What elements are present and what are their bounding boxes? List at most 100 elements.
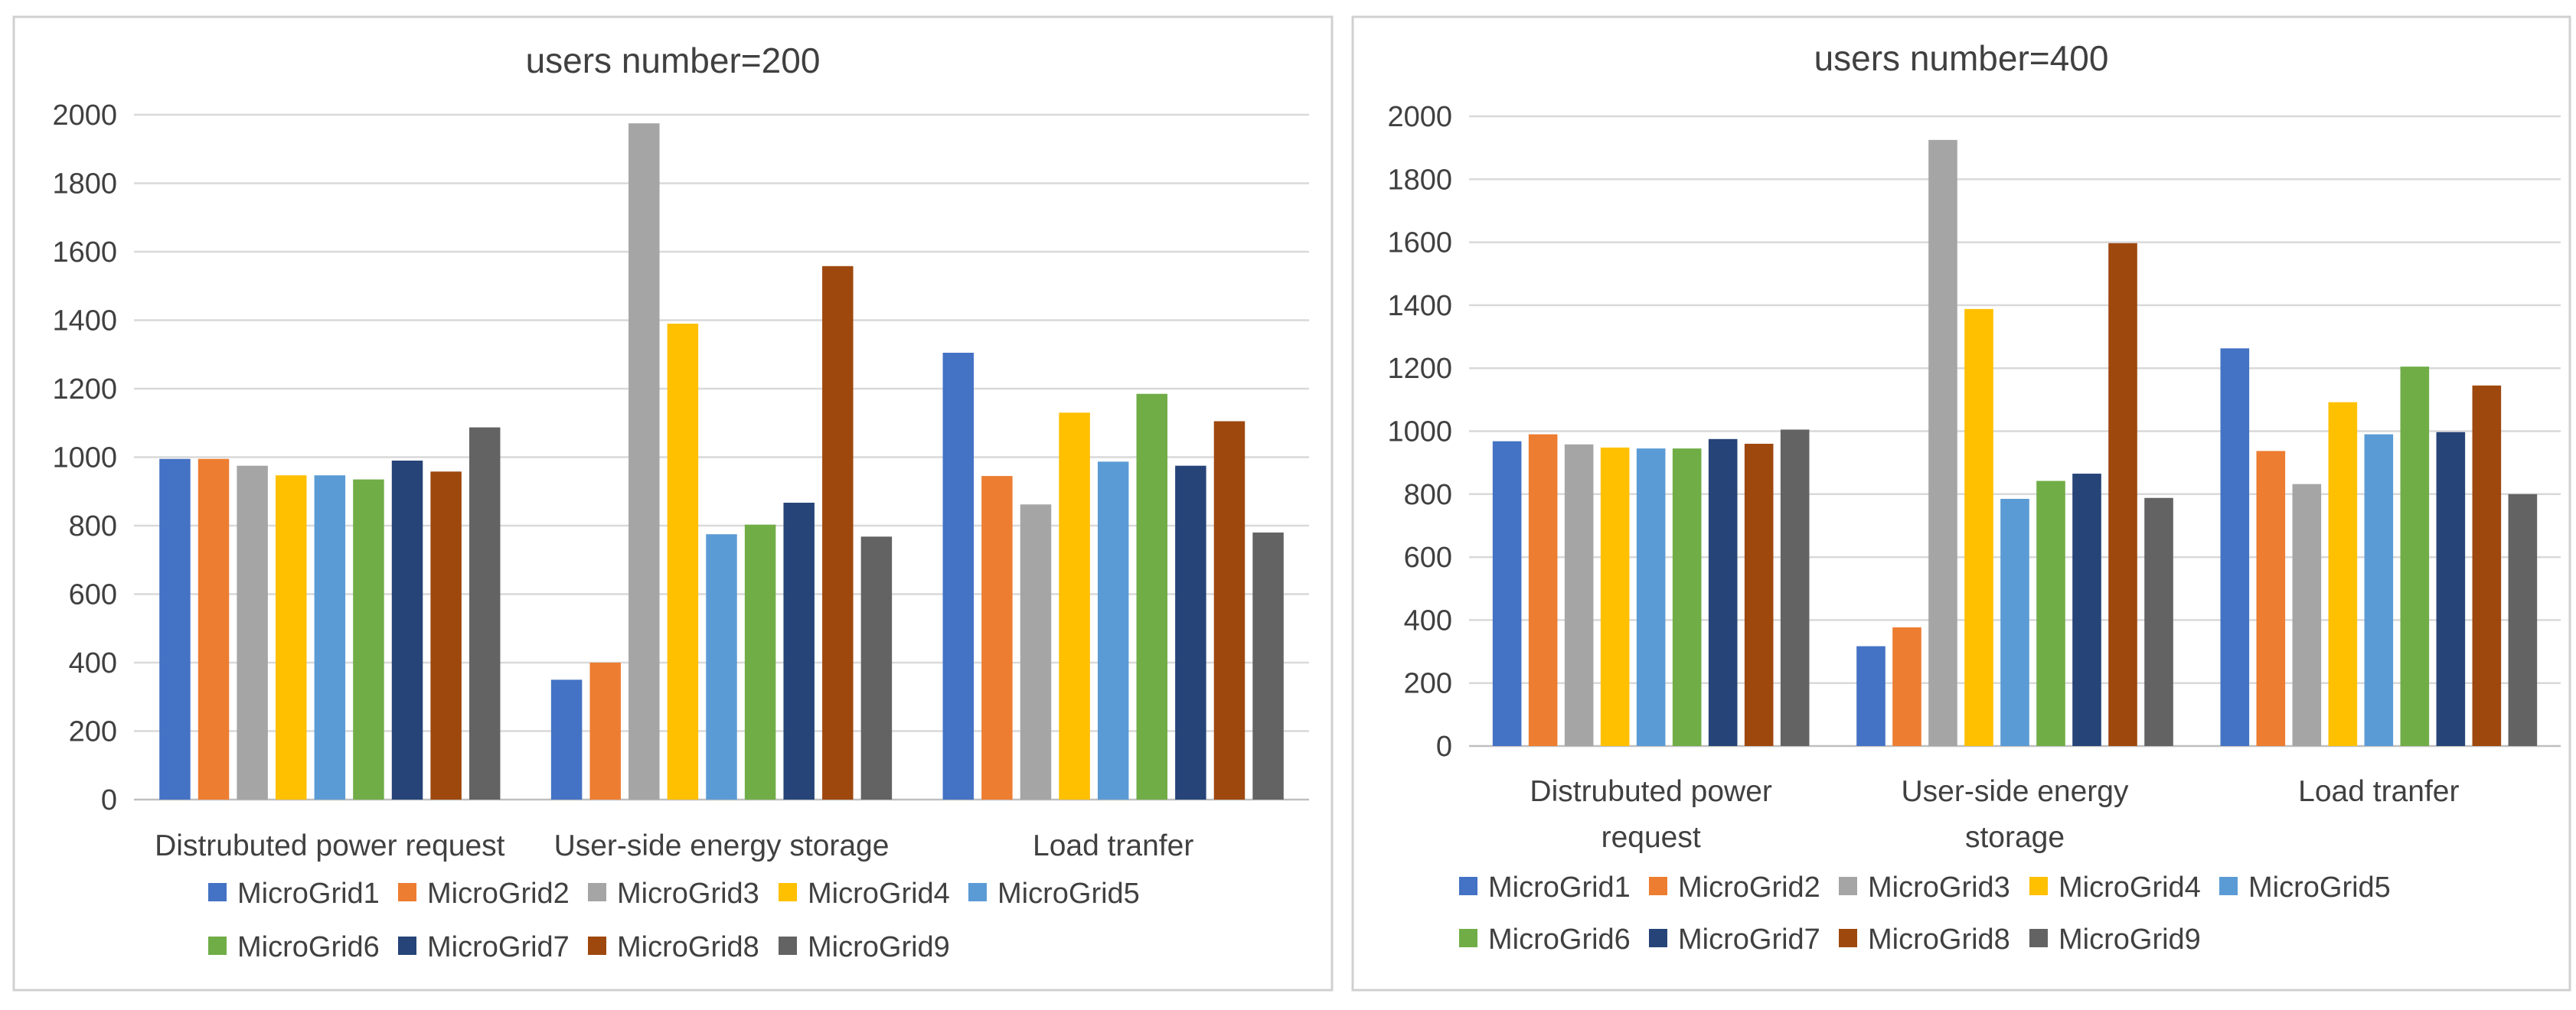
legend-item-microgrid5: MicroGrid5 xyxy=(968,878,1140,910)
bar-microgrid3-2 xyxy=(2292,484,2322,746)
bar-microgrid3-2 xyxy=(1020,504,1052,800)
bar-microgrid8-2 xyxy=(1213,421,1246,800)
y-tick-label: 1600 xyxy=(1387,227,1452,259)
legend-label: MicroGrid3 xyxy=(617,878,759,910)
legend-swatch xyxy=(1459,877,1477,895)
legend-swatch xyxy=(779,937,797,955)
bar-microgrid5-2 xyxy=(1097,461,1129,800)
legend-label: MicroGrid7 xyxy=(1678,924,1820,956)
legend-item-microgrid1: MicroGrid1 xyxy=(208,878,380,910)
bar-microgrid2-1 xyxy=(589,663,621,800)
bar-microgrid3-0 xyxy=(237,465,268,800)
legend-swatch xyxy=(1839,929,1857,947)
legend-swatch xyxy=(1459,929,1477,947)
legend-swatch xyxy=(1839,877,1857,895)
chart-users-200: users number=200 0 200 400 600 800 1000 1200 140… xyxy=(12,15,1334,992)
y-tick-label: 1800 xyxy=(1387,164,1452,196)
legend-label: MicroGrid1 xyxy=(1488,872,1631,904)
legend-label: MicroGrid8 xyxy=(1868,924,2010,956)
bar-microgrid4-0 xyxy=(275,475,307,800)
x-category-label: Distrubuted power request xyxy=(1530,775,1772,854)
legend-item-microgrid3: MicroGrid3 xyxy=(1839,872,2010,904)
y-tick-label: 600 xyxy=(1404,542,1452,574)
legend-item-microgrid3: MicroGrid3 xyxy=(588,878,759,910)
bar-microgrid3-1 xyxy=(628,123,660,800)
bar-microgrid7-0 xyxy=(391,460,423,800)
bar-microgrid5-0 xyxy=(314,475,346,800)
y-tick-label: 400 xyxy=(1404,604,1452,637)
legend-label: MicroGrid9 xyxy=(808,931,950,963)
bar-microgrid8-2 xyxy=(2472,385,2502,746)
y-tick-label: 2000 xyxy=(52,99,117,132)
legend-label: MicroGrid6 xyxy=(1488,924,1631,956)
legend-swatch xyxy=(1649,929,1667,947)
bar-microgrid8-0 xyxy=(430,471,462,800)
bar-microgrid9-2 xyxy=(1252,532,1284,800)
legend-label: MicroGrid5 xyxy=(2248,872,2391,904)
legend-label: MicroGrid5 xyxy=(997,878,1140,910)
y-tick-label: 2000 xyxy=(1387,101,1452,133)
legend-item-microgrid6: MicroGrid6 xyxy=(1459,924,1631,956)
x-category-label: Distrubuted power request xyxy=(155,829,505,862)
bar-microgrid7-1 xyxy=(783,503,815,800)
bar-microgrid7-2 xyxy=(1175,465,1206,800)
bar-microgrid4-2 xyxy=(1059,412,1090,800)
bar-microgrid1-2 xyxy=(2220,348,2250,746)
bar-microgrid9-0 xyxy=(1780,429,1810,746)
chart-users-400: users number=400 0 200 400 600 800 1000 1200 140… xyxy=(1351,15,2571,992)
bar-microgrid7-0 xyxy=(1708,438,1738,746)
legend-label: MicroGrid3 xyxy=(1868,872,2010,904)
legend-label: MicroGrid6 xyxy=(237,931,380,963)
legend-swatch xyxy=(208,937,227,955)
bar-microgrid5-2 xyxy=(2364,434,2394,746)
y-tick-label: 800 xyxy=(1404,479,1452,511)
y-tick-label: 1000 xyxy=(52,442,117,474)
y-tick-label: 1800 xyxy=(52,168,117,200)
bar-microgrid1-0 xyxy=(1492,441,1522,746)
legend-swatch xyxy=(968,883,987,901)
bar-microgrid5-1 xyxy=(2000,498,2029,746)
y-tick-label: 0 xyxy=(101,784,117,816)
legend-item-microgrid7: MicroGrid7 xyxy=(398,931,570,963)
legend-item-microgrid5: MicroGrid5 xyxy=(2219,872,2391,904)
bar-microgrid5-1 xyxy=(706,534,737,800)
bar-microgrid1-2 xyxy=(942,353,975,800)
bar-microgrid2-1 xyxy=(1892,627,1921,746)
bar-microgrid7-1 xyxy=(2072,474,2101,746)
legend-swatch xyxy=(2219,877,2238,895)
y-tick-label: 400 xyxy=(69,647,117,679)
legend-item-microgrid4: MicroGrid4 xyxy=(779,878,950,910)
legend-label: MicroGrid1 xyxy=(237,878,380,910)
legend-item-microgrid1: MicroGrid1 xyxy=(1459,872,1631,904)
legend-item-microgrid6: MicroGrid6 xyxy=(208,931,380,963)
bar-microgrid2-0 xyxy=(198,458,230,800)
y-tick-label: 1600 xyxy=(52,236,117,269)
legend-item-microgrid8: MicroGrid8 xyxy=(588,931,759,963)
x-category-label: Load tranfer xyxy=(2298,775,2459,808)
bar-microgrid4-1 xyxy=(667,323,699,800)
bar-microgrid1-0 xyxy=(159,458,191,800)
bar-microgrid4-0 xyxy=(1600,447,1630,746)
chart-title: users number=200 xyxy=(526,41,821,80)
bar-microgrid6-0 xyxy=(353,479,384,800)
bar-microgrid2-0 xyxy=(1528,434,1558,746)
bar-microgrid8-1 xyxy=(822,266,854,800)
legend-swatch xyxy=(398,883,416,901)
y-tick-label: 200 xyxy=(1404,668,1452,700)
y-tick-label: 1200 xyxy=(52,373,117,406)
y-tick-label: 1400 xyxy=(52,305,117,337)
bar-microgrid9-0 xyxy=(469,427,501,800)
bar-microgrid4-1 xyxy=(1964,308,1993,746)
bar-microgrid6-2 xyxy=(1136,393,1168,800)
bar-microgrid8-1 xyxy=(2108,243,2137,747)
y-tick-label: 200 xyxy=(69,716,117,748)
legend-item-microgrid2: MicroGrid2 xyxy=(1649,872,1820,904)
y-tick-label: 1000 xyxy=(1387,416,1452,448)
y-tick-label: 1200 xyxy=(1387,353,1452,385)
legend-label: MicroGrid7 xyxy=(427,931,570,963)
legend-swatch xyxy=(398,937,416,955)
y-tick-label: 600 xyxy=(69,579,117,611)
y-tick-label: 1400 xyxy=(1387,290,1452,322)
legend-label: MicroGrid2 xyxy=(427,878,570,910)
